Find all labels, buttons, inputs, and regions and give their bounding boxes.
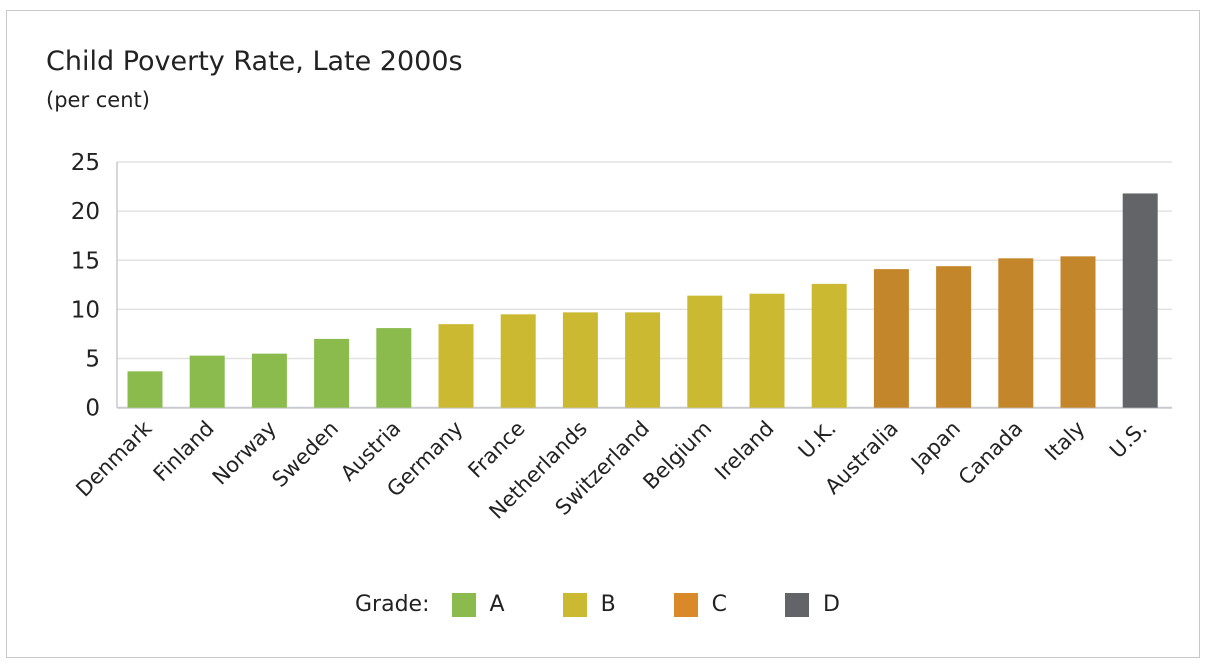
bar-uk: [811, 283, 847, 408]
legend-item-b: B: [562, 592, 616, 617]
chart-title: Child Poverty Rate, Late 2000s: [46, 46, 463, 77]
bar-italy: [1060, 256, 1096, 408]
bar-us: [1122, 193, 1158, 408]
bar-sweden: [314, 338, 350, 408]
legend-item-a: A: [451, 592, 505, 617]
legend-swatch-b: [562, 592, 587, 617]
legend-label-b: B: [600, 592, 616, 617]
y-tick-label: 0: [85, 396, 100, 422]
bar-ireland: [749, 293, 785, 408]
bar-norway: [251, 353, 287, 408]
y-tick-label: 10: [71, 297, 100, 323]
y-tick-label: 5: [85, 347, 100, 373]
x-tick-label: Ireland: [710, 416, 778, 484]
bar-germany: [438, 324, 474, 408]
bar-japan: [936, 266, 972, 408]
x-tick-label: Finland: [149, 416, 219, 486]
legend-label-a: A: [489, 592, 505, 617]
bar-switzerland: [625, 312, 661, 408]
x-tick-label: U.K.: [794, 416, 841, 463]
x-tick-label: Belgium: [638, 416, 716, 494]
bar-australia: [873, 269, 909, 408]
y-tick-label: 25: [71, 150, 100, 176]
legend-title: Grade:: [355, 592, 430, 617]
x-tick-label: U.S.: [1105, 416, 1152, 463]
x-tick-label: Italy: [1040, 416, 1089, 465]
legend-label-c: C: [711, 592, 728, 617]
bar-belgium: [687, 295, 723, 408]
y-tick-label: 20: [71, 199, 100, 225]
legend-item-d: D: [785, 592, 840, 617]
y-tick-label: 15: [71, 248, 100, 274]
legend-item-c: C: [673, 592, 728, 617]
legend: Grade: A B C D: [355, 592, 898, 617]
bar-denmark: [127, 371, 163, 408]
x-tick-label: Sweden: [267, 416, 343, 492]
x-tick-label: Denmark: [71, 416, 157, 502]
chart-subtitle: (per cent): [46, 88, 150, 112]
legend-label-d: D: [823, 592, 840, 617]
x-tick-label: Japan: [905, 416, 965, 476]
bar-canada: [998, 258, 1034, 408]
x-tick-label: Canada: [954, 416, 1027, 489]
bar-finland: [189, 355, 225, 408]
legend-swatch-a: [451, 592, 476, 617]
chart-frame: [6, 10, 1200, 658]
legend-swatch-d: [785, 592, 810, 617]
bar-netherlands: [562, 312, 598, 408]
bar-austria: [376, 328, 412, 408]
bar-france: [500, 314, 536, 408]
legend-swatch-c: [673, 592, 698, 617]
